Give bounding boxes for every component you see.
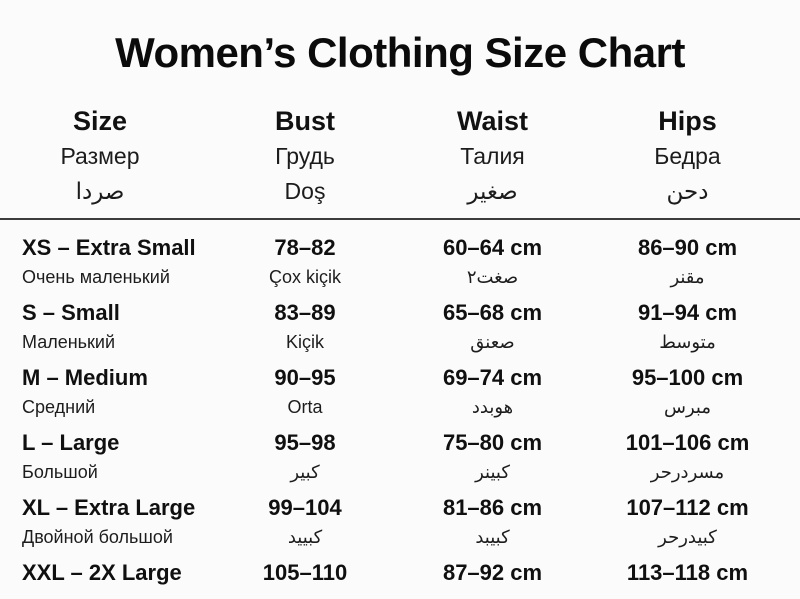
bust-value: 105–110 [262,560,348,585]
column-header-hips-en: Hips [658,106,717,136]
hips-translation: مسردرحر [650,462,725,482]
bust-value: 78–82 [274,235,336,260]
size-cell: XL – Extra Large Двойной большой [0,493,200,551]
waist-value: 60–64 cm [442,235,543,260]
size-label: M – Medium [22,365,148,390]
size-label: XL – Extra Large [22,495,196,520]
column-header-hips-alt: دحن [666,178,709,204]
bust-cell: 83–89 Kiçik [200,298,410,356]
bust-cell: 99–104 كبييد [200,493,410,551]
size-cell: L – Large Большой [0,428,200,486]
hips-value: 95–100 cm [631,365,744,390]
column-header-hips: Hips Бедра دحن [575,104,800,209]
hips-cell: 86–90 cm مقنر [575,233,800,291]
size-translation: Очень маленький [22,267,170,287]
size-cell: S – Small Маленький [0,298,200,356]
size-cell: M – Medium Средний [0,363,200,421]
hips-cell: 91–94 cm متوسط [575,298,800,356]
waist-translation: كبينر [475,462,510,482]
table-row-m: M – Medium Средний 90–95 Orta 69–74 cm ه… [0,363,800,421]
hips-cell: 107–112 cm كبيدرحر [575,493,800,551]
hips-translation: مبرس [664,397,711,417]
table-header-row: Size Размер صردا Bust Грудь Doş Waist Та… [0,104,800,209]
column-header-waist: Waist Талия صغير [410,104,575,209]
bust-cell: 78–82 Çox kiçik [200,233,410,291]
size-label: XXL – 2X Large [22,560,182,585]
table-row-xl: XL – Extra Large Двойной большой 99–104 … [0,493,800,551]
bust-translation: كبييد [287,527,323,547]
size-translation: Большой [22,462,98,482]
table-body: XS – Extra Small Очень маленький 78–82 Ç… [0,220,800,588]
table-row-l: L – Large Большой 95–98 كبير 75–80 cm كب… [0,428,800,486]
table-row-xxl: XXL – 2X Large 105–110 87–92 cm 113–118 … [0,558,800,588]
column-header-waist-ru: Талия [460,143,525,169]
size-label: XS – Extra Small [22,235,196,260]
bust-cell: 90–95 Orta [200,363,410,421]
hips-translation: كبيدرحر [658,527,717,547]
size-translation: Маленький [22,332,116,352]
size-label: L – Large [22,430,120,455]
hips-translation: متوسط [659,332,716,352]
hips-cell: 101–106 cm مسردرحر [575,428,800,486]
bust-translation: Kiçik [285,332,324,352]
bust-value: 99–104 [268,495,342,520]
waist-translation: هوبدد [471,397,514,417]
bust-value: 83–89 [274,300,336,325]
hips-value: 113–118 cm [626,560,749,585]
bust-cell: 105–110 [200,558,410,588]
waist-translation: كبيبد [475,527,510,547]
waist-value: 75–80 cm [442,430,543,455]
hips-value: 86–90 cm [637,235,738,260]
size-label: S – Small [22,300,120,325]
column-header-size-alt: صردا [75,178,125,204]
column-header-size-en: Size [72,106,128,136]
bust-translation: كبير [290,462,320,482]
page-title: Women’s Clothing Size Chart [115,29,685,76]
size-translation: Средний [22,397,96,417]
table-row-xs: XS – Extra Small Очень маленький 78–82 Ç… [0,233,800,291]
bust-translation: Orta [287,397,323,417]
hips-cell: 113–118 cm [575,558,800,588]
size-cell: XS – Extra Small Очень маленький [0,233,200,291]
waist-cell: 75–80 cm كبينر [410,428,575,486]
waist-value: 69–74 cm [442,365,543,390]
bust-translation: Çox kiçik [268,267,341,287]
table-row-s: S – Small Маленький 83–89 Kiçik 65–68 cm… [0,298,800,356]
header-divider [0,218,800,220]
waist-value: 81–86 cm [442,495,543,520]
waist-cell: 87–92 cm [410,558,575,588]
waist-cell: 69–74 cm هوبدد [410,363,575,421]
column-header-bust-ru: Грудь [275,143,335,169]
waist-value: 65–68 cm [442,300,543,325]
bust-value: 95–98 [274,430,336,455]
column-header-bust-en: Bust [275,106,335,136]
column-header-size-ru: Размер [60,143,140,169]
column-header-waist-alt: صغير [467,178,518,204]
column-header-bust-alt: Doş [284,178,326,204]
column-header-size: Size Размер صردا [0,104,200,209]
column-header-hips-ru: Бедра [654,143,721,169]
hips-translation: مقنر [670,267,705,287]
size-translation: Двойной большой [22,527,173,547]
waist-cell: 65–68 cm صعنق [410,298,575,356]
bust-cell: 95–98 كبير [200,428,410,486]
waist-translation: صغت٢ [466,267,519,287]
hips-cell: 95–100 cm مبرس [575,363,800,421]
hips-value: 101–106 cm [625,430,750,455]
size-cell: XXL – 2X Large [0,558,200,588]
waist-translation: صعنق [470,332,515,352]
column-header-bust: Bust Грудь Doş [200,104,410,209]
waist-cell: 81–86 cm كبيبد [410,493,575,551]
bust-value: 90–95 [274,365,336,390]
column-header-waist-en: Waist [456,106,528,136]
hips-value: 91–94 cm [637,300,738,325]
hips-value: 107–112 cm [626,495,749,520]
waist-cell: 60–64 cm صغت٢ [410,233,575,291]
waist-value: 87–92 cm [442,560,543,585]
